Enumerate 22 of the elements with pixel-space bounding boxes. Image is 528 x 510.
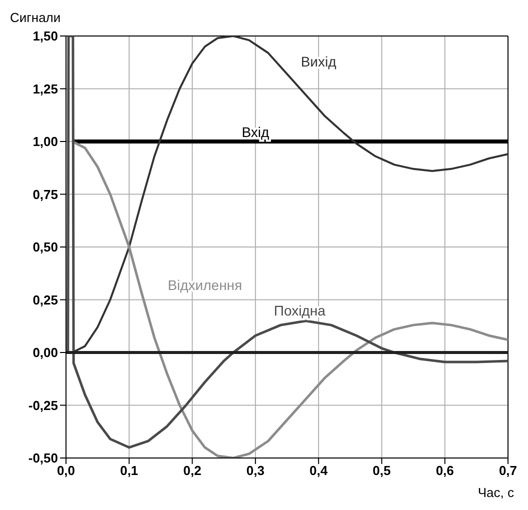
y-axis-title: Сигнали	[10, 10, 61, 25]
series-label: Вихід	[300, 53, 336, 70]
x-tick-label: 0,0	[56, 463, 76, 478]
x-tick-label: 0,1	[120, 463, 138, 478]
y-tick-label: 0,25	[32, 292, 58, 308]
y-tick-label: 1,00	[32, 134, 58, 150]
y-tick-label: 0,50	[32, 240, 58, 255]
y-tick-label: 1,25	[32, 81, 58, 96]
x-tick-label: 0,4	[310, 463, 328, 478]
x-tick-label: 0,5	[372, 463, 391, 478]
y-tick-label: -0,50	[28, 450, 58, 466]
series-label: Вхід	[242, 124, 270, 140]
y-tick-label: 1,50	[32, 28, 58, 44]
y-tick-label: 0,75	[32, 186, 58, 202]
x-tick-label: 0,6	[436, 463, 454, 478]
x-tick-label: 0,7	[498, 463, 518, 478]
x-axis-title: Час, с	[478, 485, 514, 500]
y-tick-label: -0,25	[28, 398, 58, 413]
x-tick-label: 0,2	[183, 463, 202, 478]
series-label: Похідна	[274, 302, 326, 318]
x-tick-label: 0,3	[246, 463, 264, 478]
y-tick-label: 0,00	[32, 345, 58, 360]
